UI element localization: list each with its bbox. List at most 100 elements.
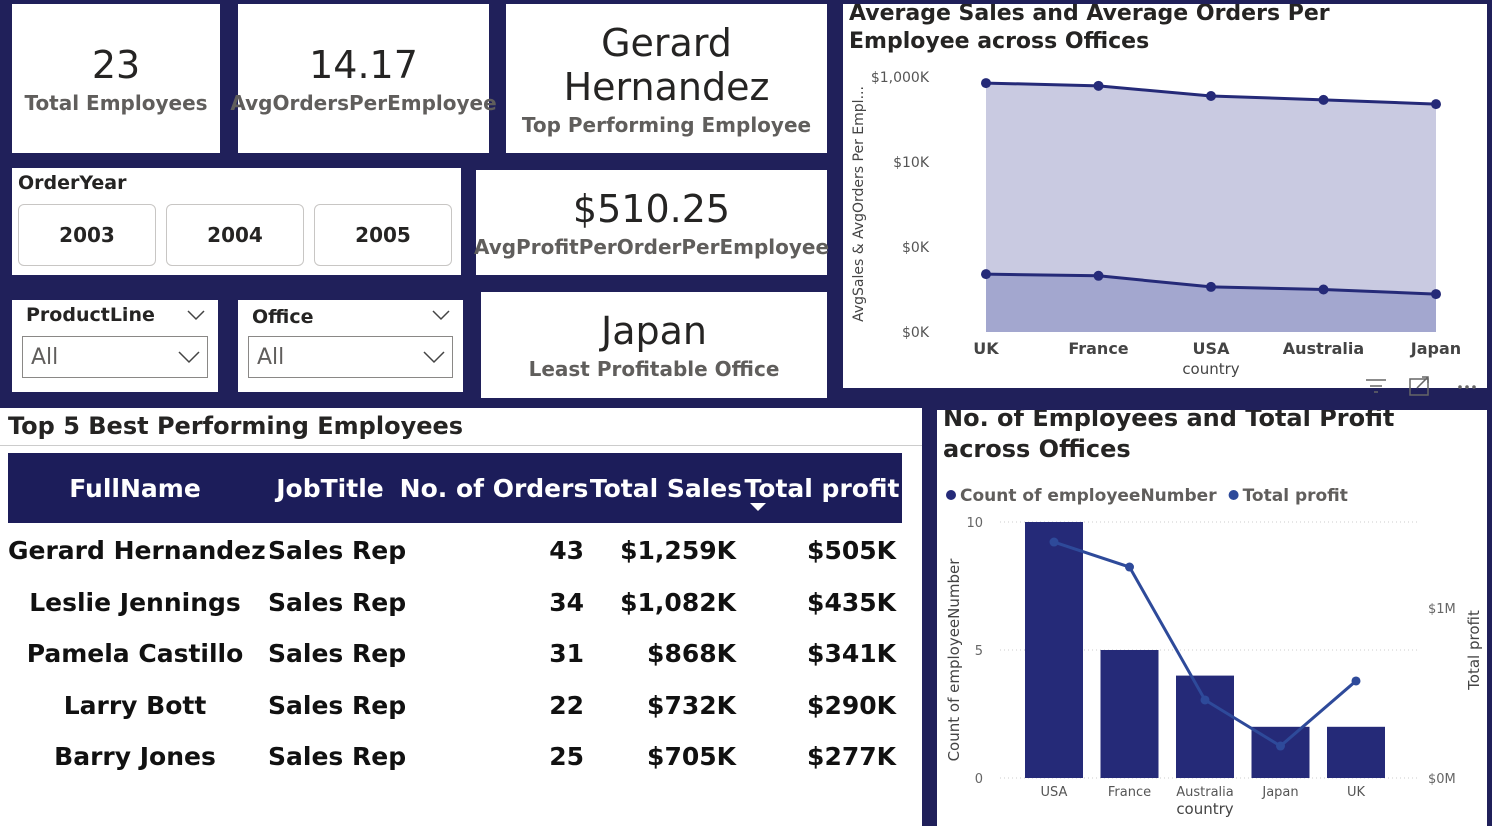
year-button[interactable]: 2005	[314, 204, 452, 266]
table-cell: Pamela Castillo	[26, 639, 244, 668]
dropdown-value: All	[257, 345, 285, 370]
y2-axis-title: Total profit	[1465, 610, 1483, 691]
card-value: 23	[91, 42, 141, 87]
dropdown-slicer: Office All	[238, 300, 463, 392]
table-cell: 25	[549, 742, 584, 771]
bar	[1025, 522, 1083, 778]
table-header: FullName JobTitle No. of Orders Total Sales…	[8, 453, 902, 523]
column-header: JobTitle	[276, 473, 384, 503]
marker	[1276, 741, 1285, 751]
y-axis-title: Count of employeeNumber	[945, 558, 963, 762]
kpi-card: 14.17 AvgOrdersPerEmployee	[230, 4, 497, 153]
table-cell: $1,259K	[620, 536, 736, 565]
slicer-title: Office	[252, 306, 314, 328]
card-label: Least Profitable Office	[528, 357, 780, 381]
card-value: Japan	[601, 309, 707, 353]
combo-chart: No. of Employees and Total Profit across …	[937, 410, 1487, 826]
table-cell: $505K	[807, 536, 896, 565]
kpi-card: Gerard Hernandez Top Performing Employee	[506, 4, 827, 153]
column-header: Total Sales	[589, 473, 743, 503]
visual-toolbar[interactable]	[1360, 374, 1480, 404]
card-label: AvgOrdersPerEmployee	[230, 90, 497, 115]
area	[986, 274, 1436, 332]
table-cell: Sales Rep	[268, 690, 407, 720]
table-cell: 34	[549, 587, 584, 617]
legend-marker	[946, 490, 956, 500]
y-tick-label: $0K	[902, 240, 930, 256]
x-tick-label: Australia	[1283, 339, 1364, 358]
table-cell: Larry Bott	[63, 690, 207, 720]
dropdown-slicer: ProductLine All	[12, 300, 218, 392]
card-label: Top Performing Employee	[521, 112, 812, 137]
table-cell: $868K	[647, 639, 736, 668]
slicer-title: OrderYear	[18, 172, 127, 194]
x-tick-label: France	[1068, 339, 1128, 358]
chevron	[178, 351, 200, 364]
dropdown[interactable]: All	[22, 336, 208, 378]
column-header: No. of Orders	[399, 473, 589, 503]
sort-arrow[interactable]	[748, 501, 768, 513]
table-cell: Gerard Hernandez	[8, 536, 266, 565]
marker	[1049, 537, 1059, 547]
table-visual: Top 5 Best Performing Employees FullName…	[0, 408, 922, 826]
table-cell: $1,082K	[620, 587, 736, 617]
y2-tick-label: $1M	[1428, 602, 1456, 617]
year-button[interactable]: 2004	[166, 204, 304, 266]
x-axis-title: country	[1182, 360, 1239, 378]
table-cell: $341K	[807, 639, 896, 668]
table-cell: $705K	[647, 742, 736, 771]
card-value: 14.17	[309, 42, 418, 87]
chevron	[423, 351, 445, 364]
marker	[1431, 99, 1441, 110]
area-chart: Average Sales and Average Orders Per Empl…	[843, 4, 1487, 388]
y-axis-title: AvgSales & AvgOrders Per Empl...	[851, 86, 867, 322]
table-cell: Sales Rep	[268, 742, 407, 771]
y-tick-label: 10	[966, 516, 983, 531]
card-label: AvgProfitPerOrderPerEmployee	[473, 234, 830, 259]
area	[986, 83, 1436, 332]
kpi-card: 23 Total Employees	[12, 4, 220, 153]
marker	[1318, 284, 1329, 295]
marker	[1093, 270, 1104, 281]
table-cell: $290K	[807, 690, 896, 720]
chart-title: Average Sales and Average Orders Per Empl…	[849, 4, 1330, 54]
chevron	[432, 310, 450, 321]
table-cell: Sales Rep	[268, 536, 407, 565]
year-button[interactable]: 2003	[18, 204, 156, 266]
kpi-card: $510.25 AvgProfitPerOrderPerEmployee	[473, 170, 830, 275]
card-value: $510.25	[572, 186, 731, 231]
table-cell: Sales Rep	[268, 587, 407, 617]
bar	[1327, 726, 1385, 778]
column-header: FullName	[69, 473, 201, 503]
bar	[1176, 675, 1234, 778]
y-tick-label: $0K	[902, 325, 930, 341]
bar	[1100, 650, 1159, 778]
marker	[981, 78, 991, 89]
table-cell: $732K	[647, 690, 736, 720]
marker	[1318, 94, 1329, 105]
y2-tick-label: $0M	[1428, 772, 1456, 787]
marker	[1206, 91, 1216, 102]
y-tick-label: 0	[975, 772, 983, 787]
chevron	[187, 310, 205, 321]
y-tick-label: $10K	[893, 155, 930, 171]
x-tick-label: UK	[1347, 785, 1366, 800]
dropdown-value: All	[31, 345, 59, 370]
x-tick-label: Japan	[1410, 339, 1461, 358]
marker	[1351, 676, 1361, 686]
marker	[1200, 695, 1210, 705]
table-cell: Barry Jones	[54, 742, 216, 771]
x-axis-title: country	[1176, 800, 1233, 818]
dropdown[interactable]: All	[248, 336, 453, 378]
marker	[1206, 281, 1216, 292]
marker	[1093, 80, 1104, 91]
chart-title: No. of Employees and Total Profit across …	[943, 410, 1394, 463]
card-label: Total Employees	[24, 90, 208, 115]
table-cell: Leslie Jennings	[29, 587, 241, 617]
slicer-title: ProductLine	[26, 304, 155, 326]
legend-label: Count of employeeNumber	[960, 486, 1217, 506]
table-cell: 31	[549, 639, 584, 668]
x-tick-label: Australia	[1176, 785, 1234, 800]
card-value: Gerard Hernandez	[563, 20, 770, 109]
